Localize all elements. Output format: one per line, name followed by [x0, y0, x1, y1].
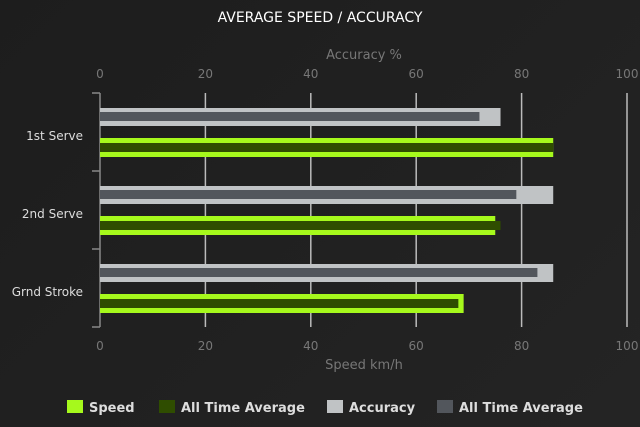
top-tick-label: 20	[198, 67, 213, 81]
bottom-axis-label: Speed km/h	[325, 358, 403, 373]
top-tick-label: 60	[409, 67, 424, 81]
bottom-tick-label: 40	[303, 339, 318, 353]
top-axis-label: Accuracy %	[326, 48, 402, 63]
top-tick-label: 80	[514, 67, 529, 81]
top-tick-label: 40	[303, 67, 318, 81]
category-label: 2nd Serve	[22, 207, 83, 221]
legend-swatch[interactable]	[67, 400, 83, 413]
bottom-tick-label: 80	[514, 339, 529, 353]
top-tick-label: 100	[616, 67, 639, 81]
bottom-tick-label: 100	[616, 339, 639, 353]
legend-label[interactable]: Speed	[89, 401, 135, 416]
legend-swatch[interactable]	[159, 400, 175, 413]
bottom-tick-label: 0	[96, 339, 104, 353]
accuracy-average-bar[interactable]	[100, 190, 517, 199]
legend-label[interactable]: All Time Average	[459, 401, 583, 416]
speed-average-bar[interactable]	[100, 221, 501, 230]
legend-label[interactable]: All Time Average	[181, 401, 305, 416]
legend-label[interactable]: Accuracy	[349, 401, 416, 416]
bottom-tick-label: 60	[409, 339, 424, 353]
category-label: Grnd Stroke	[12, 285, 83, 299]
speed-average-bar[interactable]	[100, 299, 459, 308]
bottom-tick-label: 20	[198, 339, 213, 353]
top-tick-label: 0	[96, 67, 104, 81]
speed-average-bar[interactable]	[100, 143, 554, 152]
chart-title: AVERAGE SPEED / ACCURACY	[218, 10, 423, 26]
legend-swatch[interactable]	[437, 400, 453, 413]
accuracy-average-bar[interactable]	[100, 268, 538, 277]
category-label: 1st Serve	[26, 129, 83, 143]
legend-swatch[interactable]	[327, 400, 343, 413]
accuracy-average-bar[interactable]	[100, 112, 480, 121]
